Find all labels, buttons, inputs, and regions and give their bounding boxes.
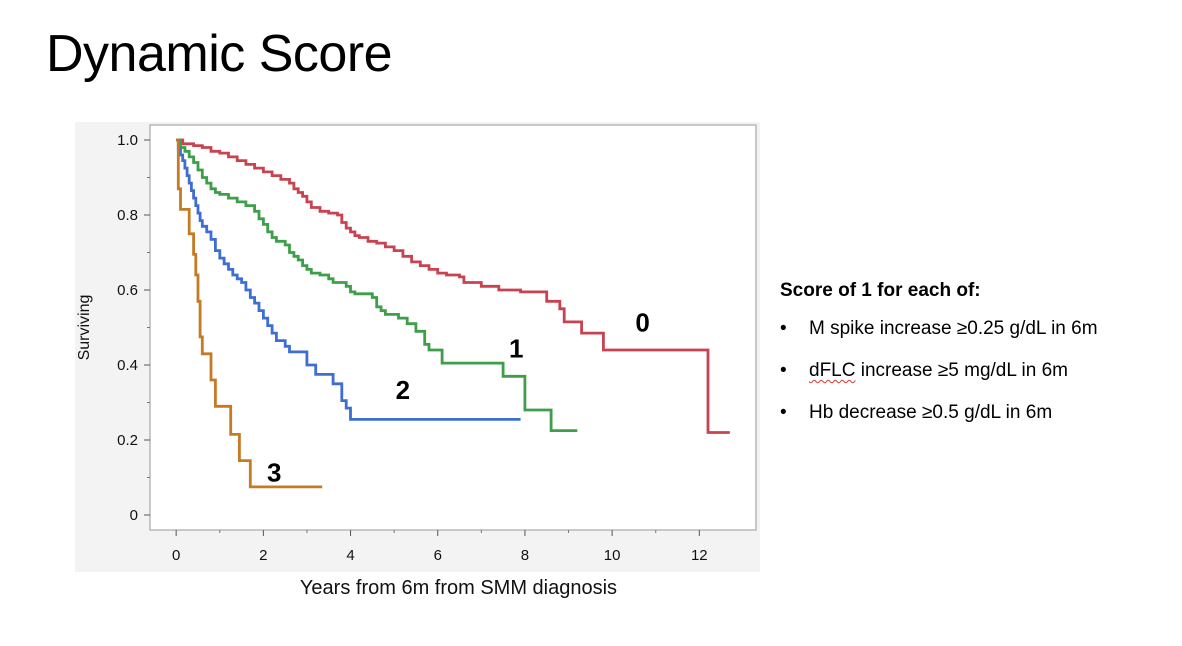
y-tick-label: 0.4	[117, 357, 138, 374]
series-line-2	[176, 138, 521, 421]
criteria-item-text: Hb decrease ≥0.5 g/dL in 6m	[809, 402, 1053, 423]
series-label-3: 3	[267, 457, 281, 487]
criteria-item: dFLC increase ≥5 mg/dL in 6m	[780, 360, 1180, 402]
criteria-item-text: M spike increase ≥0.25 g/dL in 6m	[809, 318, 1098, 339]
criteria-item-term: dFLC	[809, 360, 856, 381]
slide-title: Dynamic Score	[46, 25, 393, 83]
x-tick-label: 4	[346, 547, 354, 564]
y-tick-label: 0	[130, 507, 138, 524]
y-tick-label: 0.2	[117, 432, 138, 449]
criteria-list: M spike increase ≥0.25 g/dL in 6m dFLC i…	[780, 318, 1180, 444]
label-layer: 0 1 2 3	[267, 307, 650, 487]
x-tick-label: 12	[691, 547, 708, 564]
criteria-item: Hb decrease ≥0.5 g/dL in 6m	[780, 402, 1180, 444]
y-axis-title: Surviving	[76, 295, 93, 361]
y-tick-label: 1.0	[117, 132, 138, 149]
x-tick-label: 6	[434, 547, 442, 564]
x-tick-label: 10	[604, 547, 621, 564]
x-axis-title: Years from 6m from SMM diagnosis	[299, 577, 618, 599]
score-criteria-panel: Score of 1 for each of: M spike increase…	[780, 280, 1180, 444]
series-line-1	[176, 138, 578, 432]
series-line-3	[176, 138, 323, 489]
criteria-item-text: increase ≥5 mg/dL in 6m	[855, 360, 1068, 381]
x-tick-label: 8	[521, 547, 529, 564]
y-tick-label: 0.8	[117, 207, 138, 224]
plot-area	[149, 124, 757, 531]
series-line-0	[176, 138, 730, 434]
series-layer	[176, 138, 730, 489]
y-tick-label: 0.6	[117, 282, 138, 299]
x-tick-label: 0	[172, 547, 180, 564]
criteria-item: M spike increase ≥0.25 g/dL in 6m	[780, 318, 1180, 360]
series-label-0: 0	[635, 307, 649, 337]
series-label-1: 1	[509, 334, 523, 364]
x-tick-label: 2	[259, 547, 267, 564]
criteria-heading: Score of 1 for each of:	[780, 280, 981, 301]
series-label-2: 2	[396, 375, 410, 405]
